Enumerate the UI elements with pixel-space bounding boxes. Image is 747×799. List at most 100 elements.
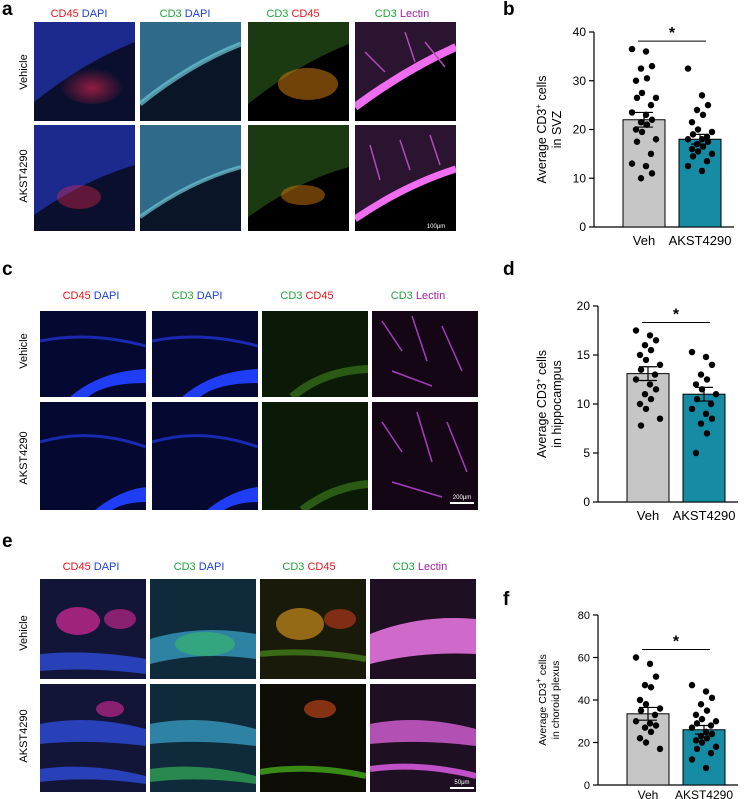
data-point (656, 415, 664, 422)
y-tick-label: 0 (579, 220, 586, 234)
data-point (693, 745, 701, 753)
data-point (702, 353, 710, 361)
data-point (637, 175, 645, 182)
micrograph-a-vehicle-cd3-dapi (140, 22, 241, 121)
data-point (708, 415, 716, 422)
data-point (699, 111, 707, 119)
data-point (647, 346, 655, 354)
panel-label-b: b (503, 0, 515, 20)
data-point (692, 381, 700, 388)
y-tick-label: 15 (577, 348, 591, 362)
micrograph-e-vehicle-cd45-dapi (40, 579, 146, 679)
data-point (693, 395, 701, 403)
data-point (692, 449, 700, 457)
data-point (641, 342, 649, 349)
data-point (656, 361, 664, 368)
data-point (652, 722, 660, 729)
data-point (642, 111, 650, 119)
data-point (708, 150, 716, 158)
column-header-cd3-dapi: CD3 DAPI (159, 8, 211, 20)
data-point (684, 65, 692, 72)
chart-d-hippocampus: 0 5 10 15 20 Average CD3+ cellsin hippocampus… (534, 299, 738, 523)
significance-star: * (669, 25, 676, 42)
data-point (698, 167, 706, 175)
data-point (646, 381, 654, 388)
micrograph-c-vehicle-cd3-cd45 (262, 311, 368, 397)
data-point (656, 745, 664, 753)
data-point (703, 157, 711, 165)
row-label-e-akst4290: AKST4290 (18, 709, 30, 763)
data-point (637, 422, 645, 429)
micrograph-c-akst-cd3-lectin (372, 402, 478, 510)
data-point (694, 148, 702, 155)
bar-veh (626, 373, 670, 503)
data-point (642, 162, 650, 170)
data-point (651, 711, 659, 719)
micrograph-e-akst-cd45-dapi (40, 684, 146, 792)
data-point (693, 720, 701, 727)
data-point (632, 376, 640, 383)
data-point (689, 153, 697, 160)
column-header-c-cd3-cd45: CD3 CD45 (280, 290, 334, 302)
row-label-e-vehicle: Vehicle (18, 615, 30, 651)
data-point (647, 728, 655, 736)
data-point (648, 62, 656, 70)
data-point (641, 391, 649, 398)
data-point (688, 724, 696, 731)
data-point (702, 410, 710, 417)
panel-label-e: e (2, 531, 13, 552)
y-tick-label: 40 (573, 25, 587, 39)
data-point (697, 371, 705, 378)
data-point (698, 386, 706, 393)
data-point (642, 405, 650, 413)
data-point (703, 376, 711, 383)
data-point (712, 718, 720, 725)
column-header-c-cd3-lectin: CD3 Lectin (390, 290, 446, 302)
data-point (694, 126, 702, 133)
micrograph-c-akst-cd3-cd45 (262, 402, 368, 510)
y-tick-label: 0 (584, 780, 590, 792)
y-tick-label: 0 (583, 495, 590, 509)
data-point (693, 106, 701, 114)
chart-f-choroid-plexus: 0 20 40 60 80 Average CD3+ cellsin choroid pl… (534, 610, 738, 799)
data-point (708, 128, 716, 136)
micrograph-a-vehicle-cd45-dapi (34, 22, 135, 121)
data-point (698, 92, 706, 99)
y-axis-label: Average CD3+ cellsin choroid plexus (534, 654, 562, 745)
y-axis-label: Average CD3+ cellsin SVZ (534, 76, 564, 184)
x-tick-label: Veh (633, 233, 655, 248)
data-point (703, 133, 711, 141)
data-point (708, 694, 716, 702)
panel-label-a: a (2, 0, 13, 20)
data-point (638, 128, 646, 136)
micrograph-a-vehicle-cd3-cd45 (248, 22, 349, 121)
micrograph-e-akst-cd3-lectin (370, 684, 476, 792)
data-point (692, 737, 700, 744)
data-point (688, 681, 696, 689)
data-point (698, 136, 706, 143)
data-point (712, 743, 720, 750)
micrograph-e-vehicle-cd3-cd45 (260, 579, 366, 679)
significance-star: * (673, 634, 680, 651)
data-point (704, 101, 712, 109)
micrograph-e-vehicle-cd3-dapi (150, 579, 256, 679)
data-point (652, 673, 660, 680)
data-point (636, 351, 644, 359)
row-label-c-vehicle: Vehicle (18, 333, 30, 369)
data-point (642, 356, 650, 364)
micrograph-a-akst-cd3-dapi (140, 125, 241, 231)
data-point (684, 162, 692, 170)
column-header-cd3-cd45: CD3 CD45 (266, 8, 320, 20)
panel-label-f: f (503, 589, 510, 610)
micrograph-e-akst-cd3-cd45 (260, 684, 366, 792)
data-point (684, 136, 692, 143)
bar-veh (622, 119, 666, 228)
data-point (697, 420, 705, 427)
micrograph-c-vehicle-cd3-lectin (372, 311, 478, 397)
data-point (703, 735, 711, 742)
data-point (688, 145, 696, 153)
data-point (632, 718, 640, 725)
data-point (702, 688, 710, 695)
micrograph-c-akst-cd45-dapi (40, 402, 146, 510)
data-point (642, 48, 650, 55)
